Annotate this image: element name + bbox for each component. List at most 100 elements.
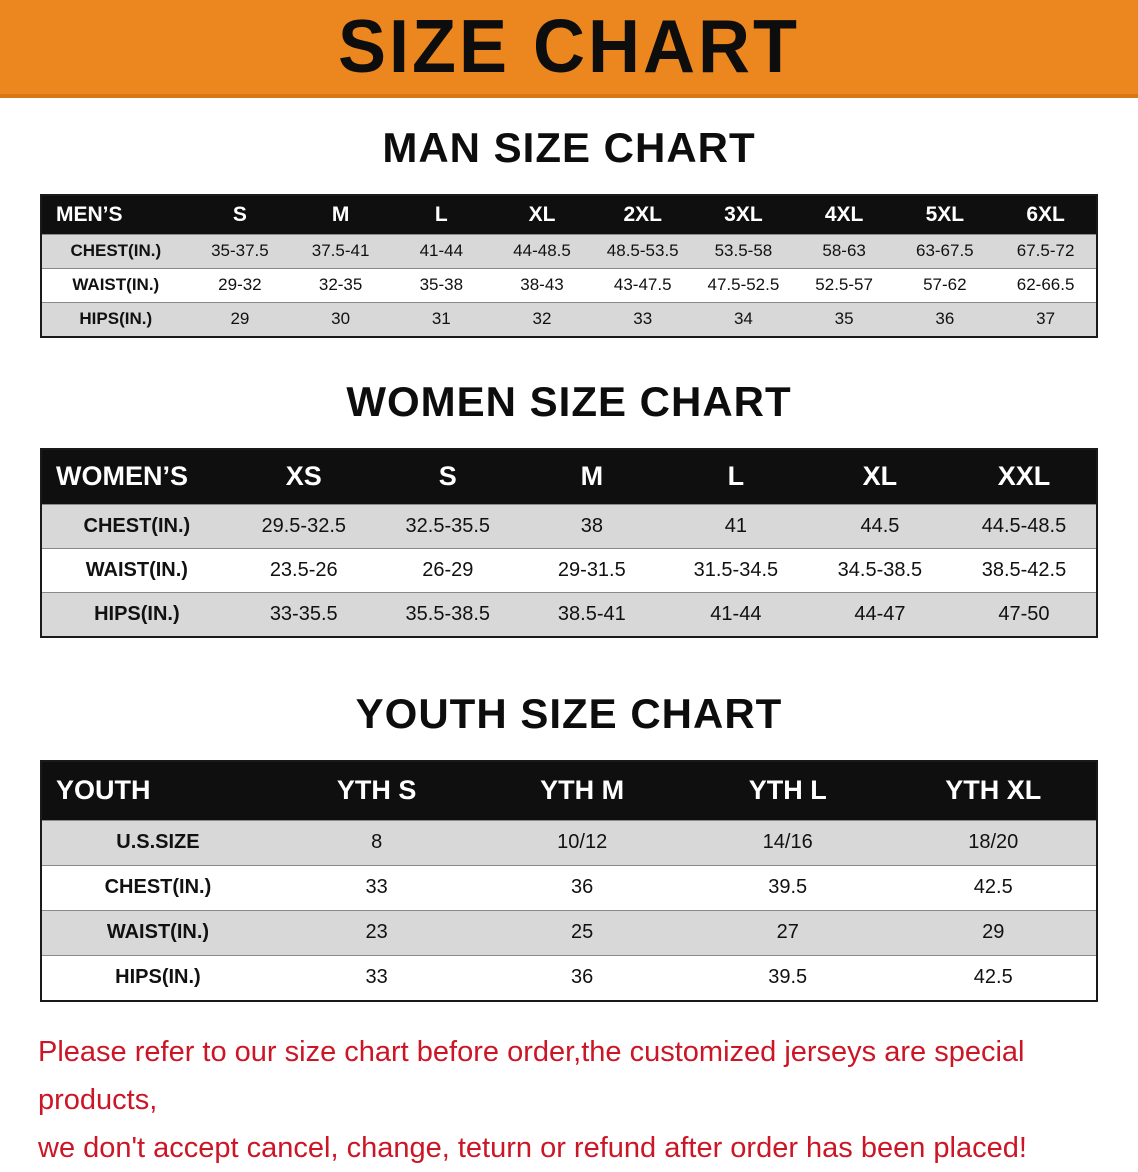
value-cell: 57-62 (894, 267, 996, 302)
value-cell: 52.5-57 (793, 267, 895, 302)
value-cell: 37.5-41 (290, 233, 391, 268)
value-cell: 44.5 (807, 503, 952, 548)
value-cell: 38 (519, 503, 664, 548)
value-cell: 8 (273, 819, 480, 865)
size-header-cell: XL (491, 196, 593, 234)
value-cell: 37 (995, 301, 1096, 336)
table-row: CHEST(IN.) 33 36 39.5 42.5 (42, 864, 1096, 910)
value-cell: 35 (793, 301, 895, 336)
row-label-cell: CHEST(IN.) (42, 503, 232, 548)
value-cell: 32.5-35.5 (375, 503, 520, 548)
size-header-cell: YTH S (273, 762, 480, 820)
size-header-cell: XXL (951, 450, 1096, 504)
youth-size-chart-heading: YOUTH SIZE CHART (355, 690, 783, 737)
size-table: YOUTH YTH S YTH M YTH L YTH XL U.S.SIZE 8 10/12… (42, 762, 1096, 1000)
table-header-row: YOUTH YTH S YTH M YTH L YTH XL (42, 762, 1096, 820)
size-header-cell: 5XL (894, 196, 996, 234)
value-cell: 44-47 (807, 591, 952, 636)
value-cell: 44-48.5 (491, 233, 593, 268)
size-header-cell: XL (807, 450, 952, 504)
size-header-cell: XS (231, 450, 376, 504)
table-title-cell: MEN’S (42, 196, 190, 234)
value-cell: 34.5-38.5 (807, 547, 952, 592)
table-row: WAIST(IN.) 23.5-26 26-29 29-31.5 31.5-34.5 34… (42, 547, 1096, 592)
size-chart-banner: SIZE CHART (0, 0, 1138, 98)
size-header-cell: S (375, 450, 520, 504)
value-cell: 41-44 (390, 233, 492, 268)
value-cell: 10/12 (479, 819, 685, 865)
men-size-table: MEN’S S M L XL 2XL 3XL 4XL 5XL 6XL CHEST(IN.) 35-37… (40, 194, 1098, 338)
size-header-cell: YTH XL (890, 762, 1096, 820)
size-header-cell: M (519, 450, 664, 504)
table-row: CHEST(IN.) 29.5-32.5 32.5-35.5 38 41 44.5 44.5… (42, 503, 1096, 548)
value-cell: 31.5-34.5 (663, 547, 808, 592)
women-size-table: WOMEN’S XS S M L XL XXL CHEST(IN.) 29.5-32.5 32.5… (40, 448, 1098, 638)
value-cell: 33 (273, 864, 480, 910)
value-cell: 36 (894, 301, 996, 336)
value-cell: 33 (592, 301, 694, 336)
table-row: CHEST(IN.) 35-37.5 37.5-41 41-44 44-48.5 48.5… (42, 233, 1096, 268)
value-cell: 31 (390, 301, 492, 336)
disclaimer-line-2: we don't accept cancel, change, teturn o… (38, 1132, 1027, 1164)
value-cell: 23.5-26 (231, 547, 376, 592)
row-label-cell: CHEST(IN.) (42, 864, 274, 910)
value-cell: 33 (273, 954, 480, 1000)
value-cell: 39.5 (684, 954, 891, 1000)
row-label-cell: WAIST(IN.) (42, 267, 190, 302)
row-label-cell: WAIST(IN.) (42, 547, 232, 592)
size-header-cell: L (390, 196, 492, 234)
value-cell: 32 (491, 301, 593, 336)
value-cell: 38-43 (491, 267, 593, 302)
row-label-cell: CHEST(IN.) (42, 233, 190, 268)
row-label-cell: HIPS(IN.) (42, 301, 190, 336)
value-cell: 36 (479, 954, 685, 1000)
size-header-cell: L (663, 450, 808, 504)
value-cell: 32-35 (290, 267, 391, 302)
value-cell: 36 (479, 864, 685, 910)
row-label-cell: WAIST(IN.) (42, 909, 274, 955)
size-header-cell: 6XL (995, 196, 1096, 234)
row-label-cell: U.S.SIZE (42, 819, 274, 865)
value-cell: 35-38 (390, 267, 492, 302)
table-title-cell: WOMEN’S (42, 450, 232, 504)
value-cell: 47-50 (951, 591, 1096, 636)
value-cell: 29-32 (189, 267, 291, 302)
value-cell: 23 (273, 909, 480, 955)
table-header-row: WOMEN’S XS S M L XL XXL (42, 450, 1096, 504)
value-cell: 53.5-58 (693, 233, 794, 268)
size-table: MEN’S S M L XL 2XL 3XL 4XL 5XL 6XL CHEST(IN.) 35-37… (42, 196, 1096, 336)
value-cell: 47.5-52.5 (693, 267, 794, 302)
value-cell: 14/16 (684, 819, 891, 865)
value-cell: 41 (663, 503, 808, 548)
value-cell: 29.5-32.5 (231, 503, 376, 548)
size-header-cell: M (290, 196, 391, 234)
value-cell: 39.5 (684, 864, 891, 910)
banner-title: SIZE CHART (338, 5, 800, 90)
value-cell: 33-35.5 (231, 591, 376, 636)
value-cell: 35.5-38.5 (375, 591, 520, 636)
size-header-cell: YTH M (479, 762, 685, 820)
value-cell: 63-67.5 (894, 233, 996, 268)
value-cell: 38.5-42.5 (951, 547, 1096, 592)
value-cell: 42.5 (890, 864, 1096, 910)
size-header-cell: S (189, 196, 291, 234)
value-cell: 58-63 (793, 233, 895, 268)
table-header-row: MEN’S S M L XL 2XL 3XL 4XL 5XL 6XL (42, 196, 1096, 234)
size-header-cell: 2XL (592, 196, 694, 234)
value-cell: 43-47.5 (592, 267, 694, 302)
value-cell: 67.5-72 (995, 233, 1096, 268)
value-cell: 30 (290, 301, 391, 336)
value-cell: 62-66.5 (995, 267, 1096, 302)
value-cell: 48.5-53.5 (592, 233, 694, 268)
table-title-cell: YOUTH (42, 762, 274, 820)
youth-size-table: YOUTH YTH S YTH M YTH L YTH XL U.S.SIZE 8 10/12… (40, 760, 1098, 1002)
table-row: WAIST(IN.) 23 25 27 29 (42, 909, 1096, 955)
value-cell: 29 (189, 301, 291, 336)
disclaimer-line-1: Please refer to our size chart before or… (38, 1036, 1025, 1116)
value-cell: 29-31.5 (519, 547, 664, 592)
table-row: WAIST(IN.) 29-32 32-35 35-38 38-43 43-47.5 47.… (42, 267, 1096, 302)
women-size-chart-heading: WOMEN SIZE CHART (346, 378, 792, 425)
value-cell: 29 (890, 909, 1096, 955)
man-size-chart-heading: MAN SIZE CHART (382, 124, 756, 171)
disclaimer-text: Please refer to our size chart before or… (38, 1028, 1118, 1172)
